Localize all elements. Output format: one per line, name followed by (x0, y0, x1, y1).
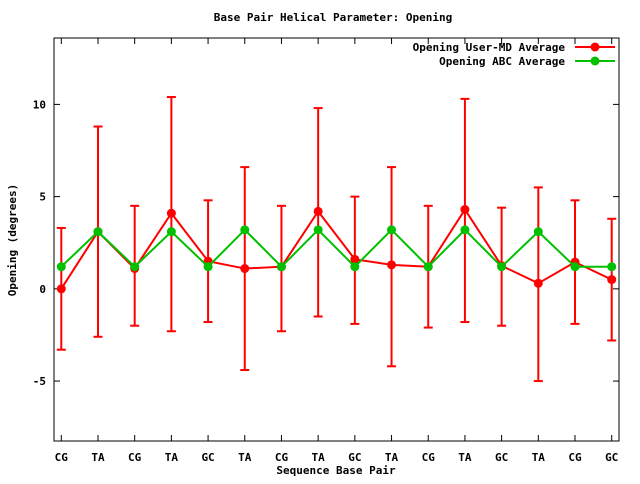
data-point-abc (497, 262, 507, 272)
x-tick-label: TA (312, 451, 326, 464)
y-tick-label: 5 (39, 191, 46, 204)
x-tick-label: CG (275, 451, 289, 464)
x-tick-label: TA (458, 451, 472, 464)
legend-sample-abc (575, 56, 615, 66)
series-user-md (56, 96, 617, 383)
series-abc (56, 225, 617, 272)
legend-label-user-md: Opening User-MD Average (413, 41, 566, 54)
data-point-abc (166, 227, 176, 237)
data-point-user-md (387, 260, 397, 270)
y-tick-label: 10 (33, 98, 46, 111)
x-tick-label: CG (422, 451, 436, 464)
data-point-abc (240, 225, 250, 235)
x-tick-label: TA (532, 451, 546, 464)
x-axis-title: Sequence Base Pair (276, 464, 396, 477)
data-point-abc (313, 225, 323, 235)
x-tick-label: GC (348, 451, 361, 464)
data-point-user-md (313, 206, 323, 216)
legend-sample-marker (590, 56, 600, 66)
chart-title: Base Pair Helical Parameter: Opening (214, 11, 452, 24)
data-point-abc (423, 262, 433, 272)
data-point-abc (350, 262, 360, 272)
data-point-abc (607, 262, 617, 272)
y-tick-label: -5 (33, 375, 46, 388)
series-line-user-md (60, 207, 613, 290)
x-tick-label: TA (238, 451, 252, 464)
data-point-abc (130, 262, 140, 272)
data-point-user-md (350, 254, 360, 264)
x-tick-label: CG (55, 451, 69, 464)
x-tick-label: GC (201, 451, 214, 464)
y-axis-title: Opening (degrees) (6, 184, 19, 297)
data-point-abc (533, 227, 543, 237)
x-axis: CG TA CG TA GC TA CG TA GC TA CG TA GC TA CG GC (55, 38, 618, 464)
x-tick-label: TA (385, 451, 399, 464)
x-tick-label: CG (128, 451, 142, 464)
data-point-abc (460, 225, 470, 235)
data-point-user-md (240, 264, 250, 274)
legend-label-abc: Opening ABC Average (439, 55, 565, 68)
x-tick-label: GC (495, 451, 508, 464)
legend (575, 42, 615, 66)
x-tick-label: TA (91, 451, 105, 464)
data-point-user-md (56, 284, 66, 294)
data-point-abc (93, 227, 103, 237)
data-point-abc (387, 225, 397, 235)
legend-sample-user-md (575, 42, 615, 52)
x-tick-label: CG (568, 451, 582, 464)
data-point-abc (203, 262, 213, 272)
y-tick-label: 0 (39, 283, 46, 296)
data-point-user-md (533, 278, 543, 288)
plot-border (53, 37, 620, 442)
data-point-user-md (607, 275, 617, 285)
x-tick-label: GC (605, 451, 618, 464)
data-point-user-md (460, 205, 470, 215)
data-point-abc (276, 262, 286, 272)
data-point-abc (570, 262, 580, 272)
x-tick-label: TA (165, 451, 179, 464)
y-axis: -5 0 5 10 (33, 98, 619, 388)
legend-sample-marker (590, 42, 600, 52)
series-line-abc (60, 228, 612, 269)
data-point-user-md (166, 208, 176, 218)
data-point-abc (56, 262, 66, 272)
